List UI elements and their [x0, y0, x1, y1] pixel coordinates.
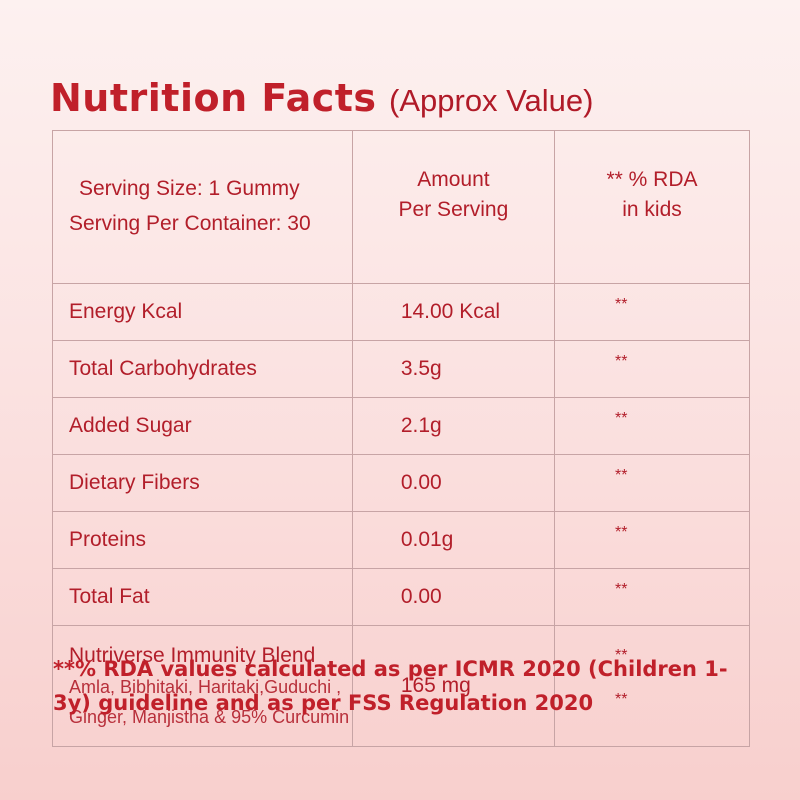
amount-header-line2: Per Serving: [398, 198, 509, 221]
footnote: **% RDA values calculated as per ICMR 20…: [53, 657, 728, 715]
nutrient-rda: **: [554, 568, 750, 626]
title-subtitle: (Approx Value): [389, 83, 594, 118]
table-row: Total Fat 0.00 **: [52, 568, 750, 626]
nutrient-name: Total Carbohydrates: [52, 340, 353, 398]
blend-amount: 165 mg: [351, 625, 556, 747]
nutrient-rda: **: [554, 397, 750, 455]
blend-ingredients-line2: Ginger, Manjistha & 95% Curcumin: [69, 707, 350, 727]
nutrient-amount: 3.5g: [351, 340, 556, 398]
nutrient-rda: **: [554, 340, 750, 398]
table-row: Energy Kcal 14.00 Kcal **: [52, 283, 750, 341]
blend-ingredients-line1: Amla, Bibhitaki, Haritaki,Guduchi ,: [69, 677, 342, 697]
rda-header: ** % RDA in kids: [554, 130, 750, 284]
table-row: Added Sugar 2.1g **: [52, 397, 750, 455]
serving-per-container: Serving Per Container: 30: [69, 212, 311, 235]
nutrition-table: Serving Size: 1 Gummy Serving Per Contai…: [52, 130, 750, 747]
blend-info-cell: Nutriverse Immunity Blend Amla, Bibhitak…: [52, 625, 353, 747]
nutrient-amount: 0.00: [351, 454, 556, 512]
rda-header-line2: in kids: [622, 198, 682, 221]
page-title: Nutrition Facts (Approx Value): [50, 76, 593, 120]
nutrient-rda: **: [554, 283, 750, 341]
serving-size: Serving Size: 1 Gummy: [79, 177, 300, 200]
table-row: Proteins 0.01g **: [52, 511, 750, 569]
nutrient-amount: 0.00: [351, 568, 556, 626]
blend-rda-cell: ** **: [554, 625, 750, 747]
amount-header-line1: Amount: [417, 168, 490, 191]
rda-header-line1: ** % RDA: [606, 168, 698, 191]
nutrient-amount: 14.00 Kcal: [351, 283, 556, 341]
table-row: Total Carbohydrates 3.5g **: [52, 340, 750, 398]
table-row: Dietary Fibers 0.00 **: [52, 454, 750, 512]
blend-rda-2: **: [615, 691, 628, 708]
nutrient-name: Added Sugar: [52, 397, 353, 455]
title-main: Nutrition Facts: [50, 76, 377, 120]
nutrient-name: Energy Kcal: [52, 283, 353, 341]
nutrient-amount: 2.1g: [351, 397, 556, 455]
nutrient-name: Dietary Fibers: [52, 454, 353, 512]
nutrient-rda: **: [554, 511, 750, 569]
amount-header: Amount Per Serving: [351, 130, 556, 284]
serving-info-cell: Serving Size: 1 Gummy Serving Per Contai…: [52, 130, 353, 284]
nutrient-name: Proteins: [52, 511, 353, 569]
blend-row: Nutriverse Immunity Blend Amla, Bibhitak…: [52, 625, 750, 747]
nutrient-name: Total Fat: [52, 568, 353, 626]
blend-rda-1: **: [615, 647, 628, 664]
nutrient-amount: 0.01g: [351, 511, 556, 569]
blend-name: Nutriverse Immunity Blend: [69, 644, 316, 667]
nutrient-rda: **: [554, 454, 750, 512]
table-header-row: Serving Size: 1 Gummy Serving Per Contai…: [52, 130, 750, 284]
